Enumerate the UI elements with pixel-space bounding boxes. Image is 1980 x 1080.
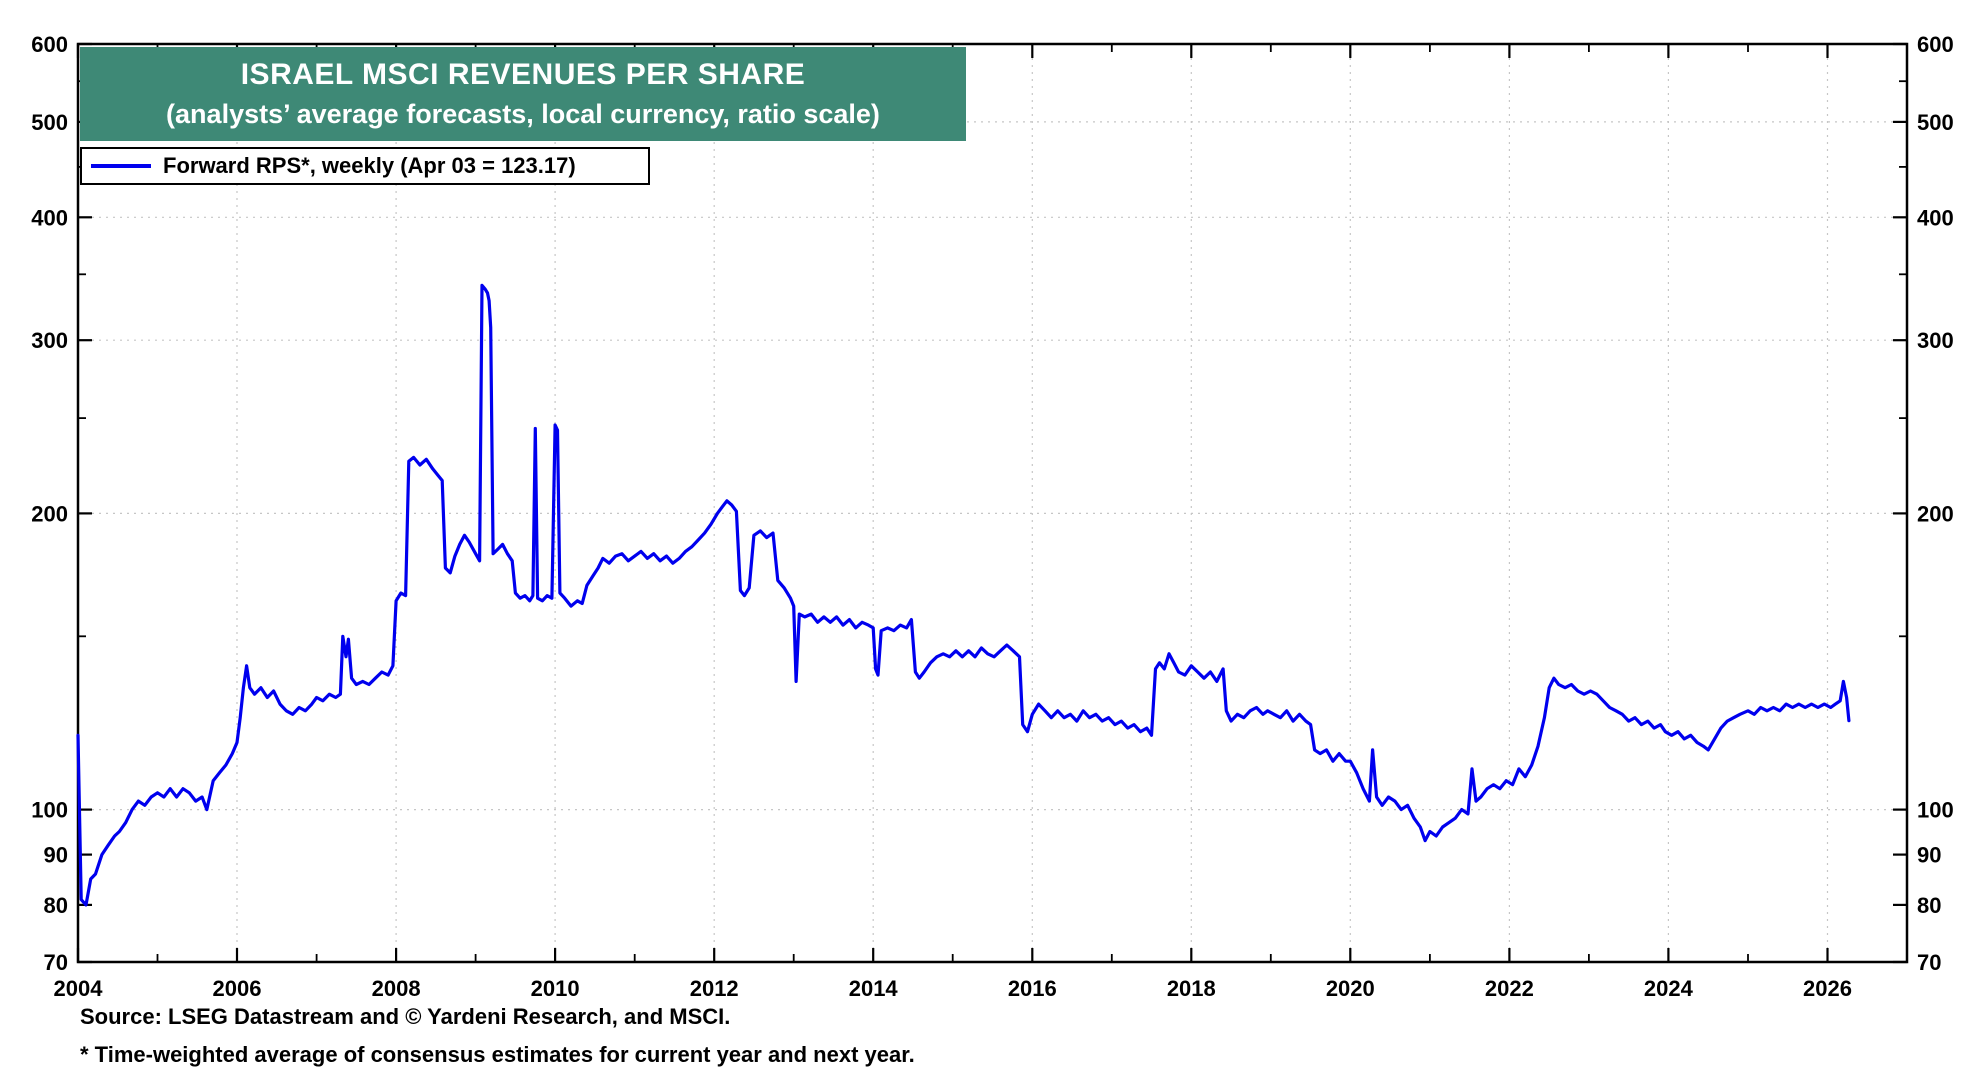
- x-tick-label: 2026: [1803, 976, 1852, 1001]
- x-tick-label: 2008: [372, 976, 421, 1001]
- y-tick-label-right: 500: [1917, 110, 1954, 135]
- x-tick-label: 2022: [1485, 976, 1534, 1001]
- plot-border: [76, 42, 1909, 964]
- y-tick-label-right: 200: [1917, 501, 1954, 526]
- y-tick-label-left: 300: [31, 328, 68, 353]
- y-tick-label-left: 500: [31, 110, 68, 135]
- forward-rps-line: [76, 283, 1851, 907]
- x-tick-label: 2004: [54, 976, 104, 1001]
- y-tick-label-left: 600: [31, 32, 68, 57]
- legend: Forward RPS*, weekly (Apr 03 = 123.17): [80, 147, 650, 185]
- chart-title-box: ISRAEL MSCI REVENUES PER SHARE (analysts…: [80, 47, 966, 141]
- y-tick-label-left: 200: [31, 501, 68, 526]
- x-tick-label: 2016: [1008, 976, 1057, 1001]
- y-tick-label-right: 70: [1917, 950, 1941, 975]
- x-tick-label: 2012: [690, 976, 739, 1001]
- y-tick-label-left: 90: [44, 843, 68, 868]
- y-tick-label-right: 80: [1917, 893, 1941, 918]
- source-note: Source: LSEG Datastream and © Yardeni Re…: [80, 1004, 731, 1029]
- y-tick-label-left: 100: [31, 798, 68, 823]
- x-tick-label: 2014: [849, 976, 899, 1001]
- y-tick-label-left: 70: [44, 950, 68, 975]
- x-tick-label: 2024: [1644, 976, 1694, 1001]
- y-tick-label-left: 80: [44, 893, 68, 918]
- y-tick-label-right: 90: [1917, 843, 1941, 868]
- y-tick-label-right: 600: [1917, 32, 1954, 57]
- x-tick-label: 2010: [531, 976, 580, 1001]
- chart-title: ISRAEL MSCI REVENUES PER SHARE: [240, 58, 806, 91]
- y-tick-label-right: 400: [1917, 205, 1954, 230]
- x-tick-label: 2020: [1326, 976, 1375, 1001]
- y-tick-label-left: 400: [31, 205, 68, 230]
- y-tick-label-right: 300: [1917, 328, 1954, 353]
- x-tick-label: 2018: [1167, 976, 1216, 1001]
- legend-line-sample: [91, 164, 151, 168]
- legend-label: Forward RPS*, weekly (Apr 03 = 123.17): [163, 153, 576, 178]
- footnote: * Time-weighted average of consensus est…: [80, 1042, 915, 1067]
- x-tick-label: 2006: [213, 976, 262, 1001]
- y-tick-label-right: 100: [1917, 798, 1954, 823]
- chart-subtitle: (analysts’ average forecasts, local curr…: [166, 99, 880, 129]
